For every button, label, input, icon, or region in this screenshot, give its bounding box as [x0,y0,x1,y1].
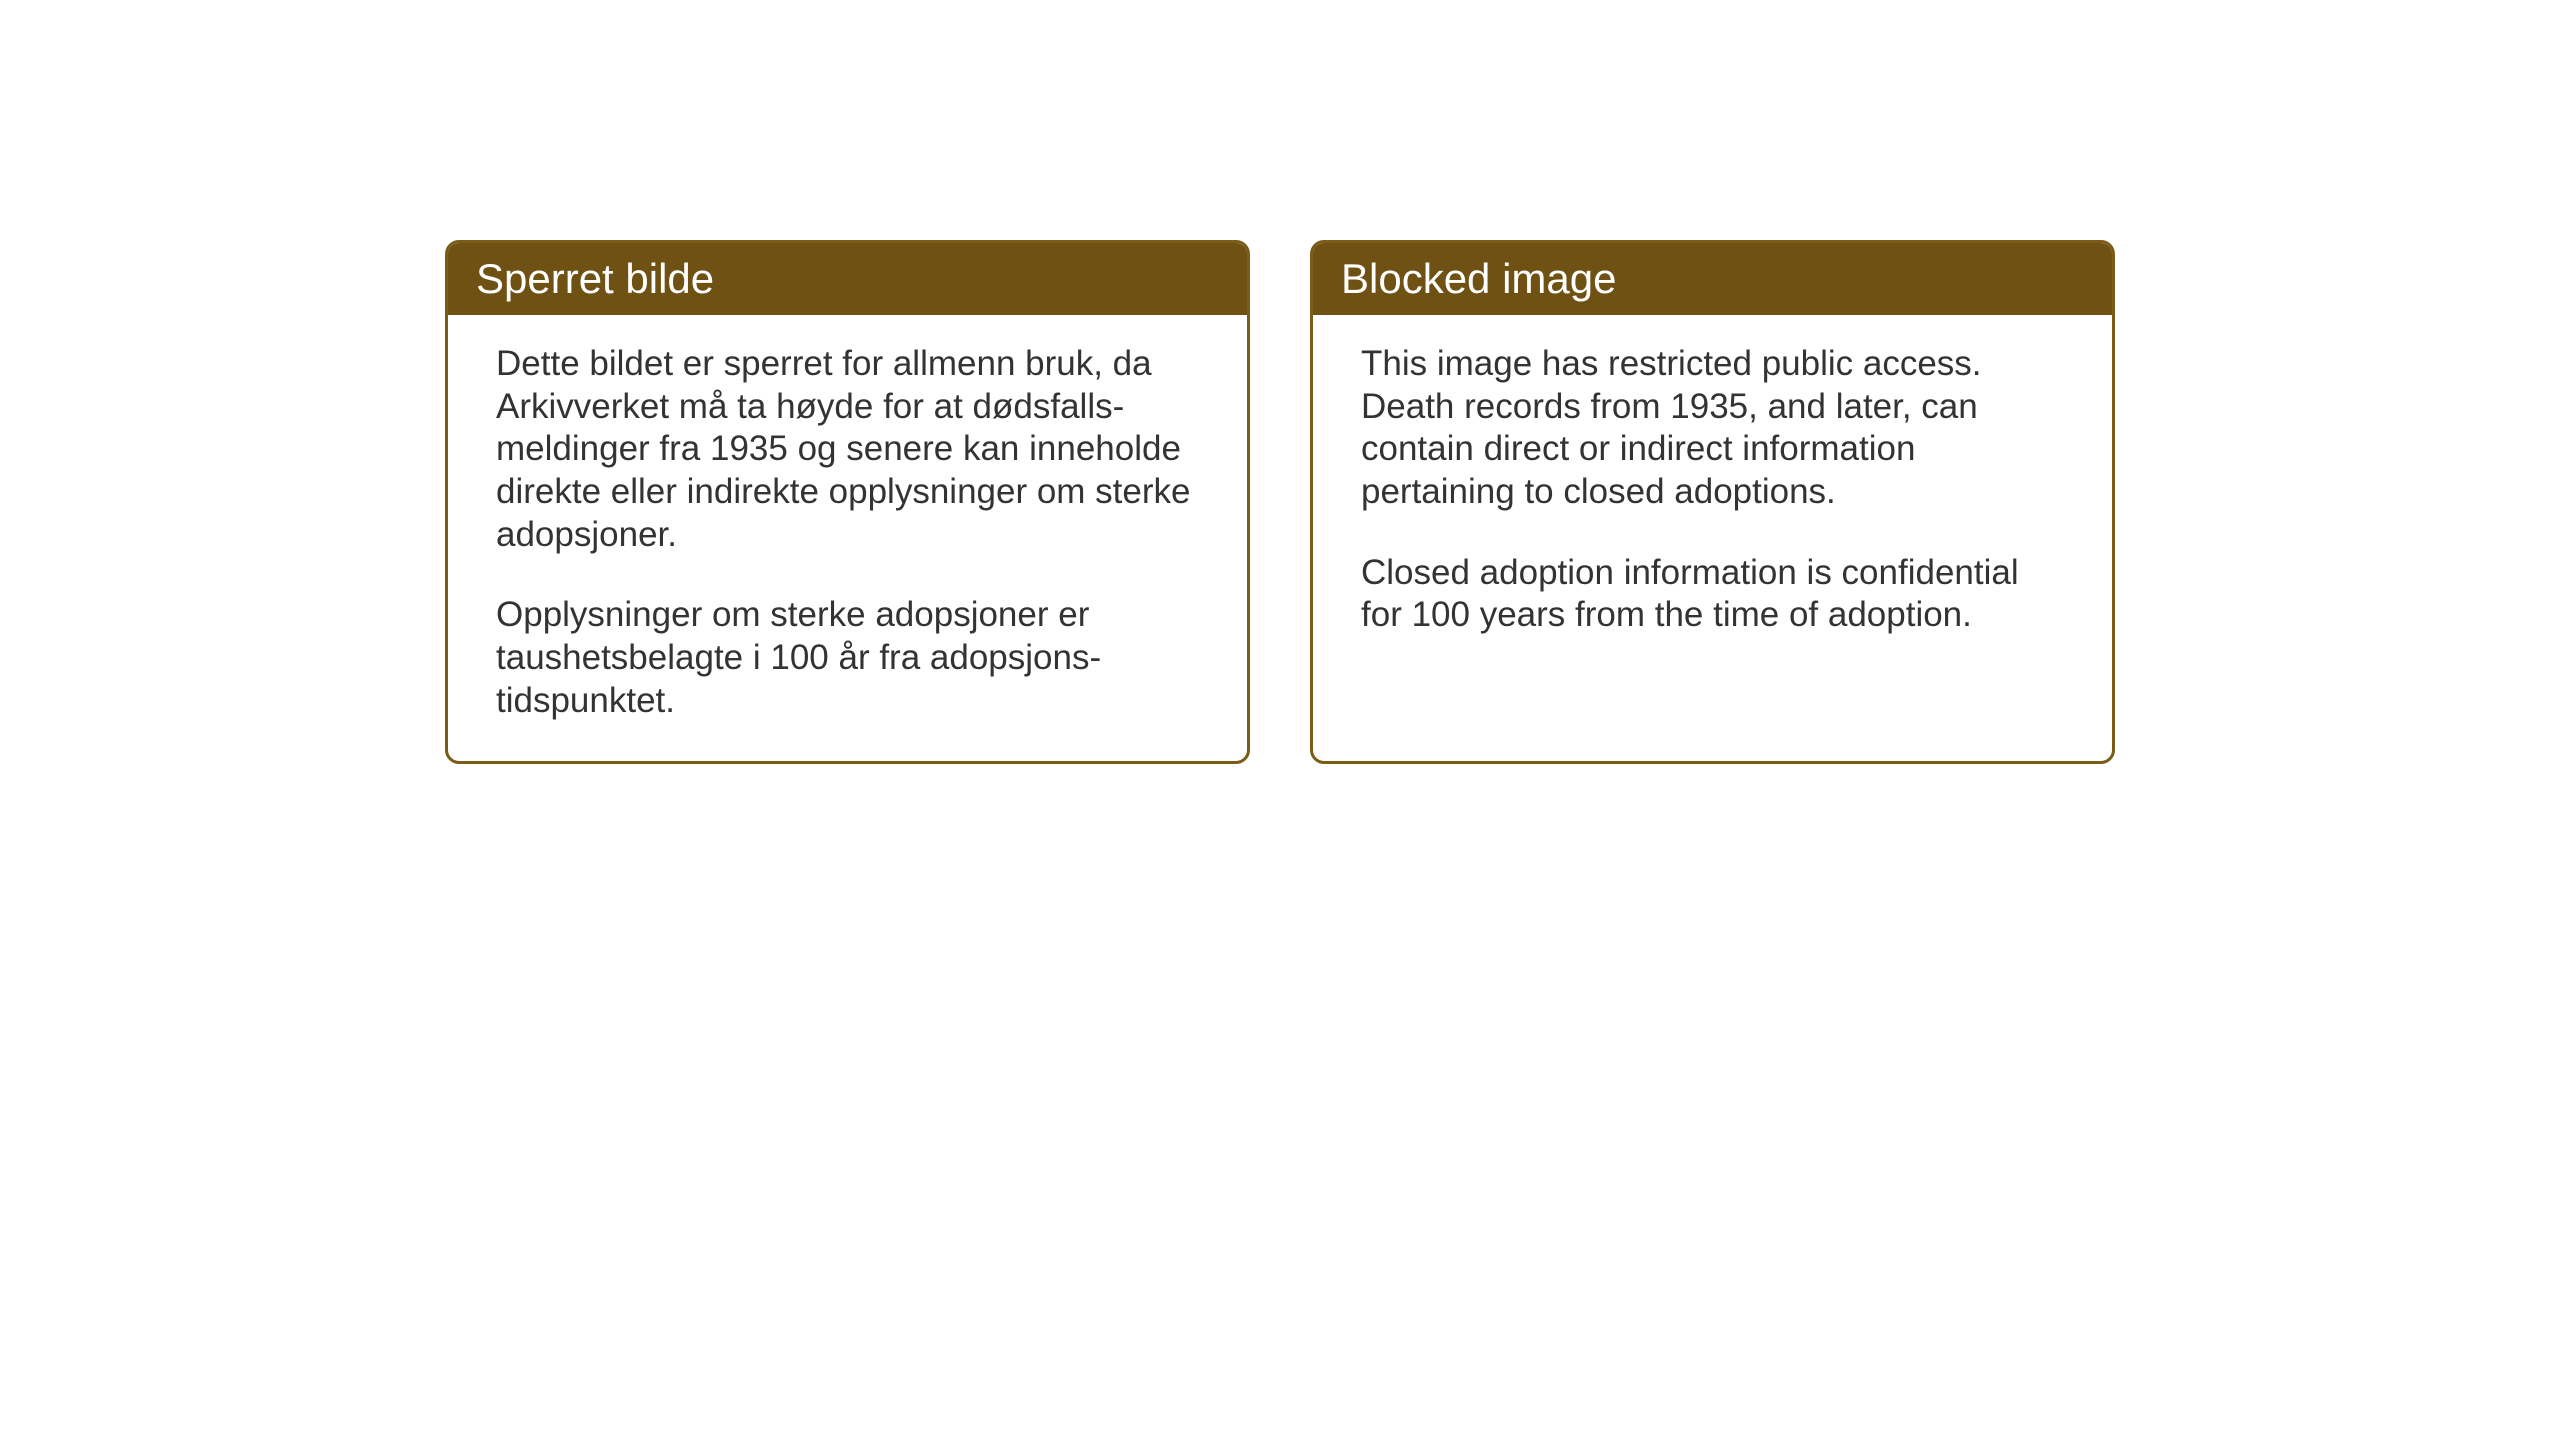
notice-box-english: Blocked image This image has restricted … [1310,240,2115,764]
notice-body-norwegian: Dette bildet er sperret for allmenn bruk… [448,315,1247,761]
notice-box-norwegian: Sperret bilde Dette bildet er sperret fo… [445,240,1250,764]
notice-header-english: Blocked image [1313,243,2112,315]
notice-container: Sperret bilde Dette bildet er sperret fo… [445,240,2560,764]
notice-paragraph-1-norwegian: Dette bildet er sperret for allmenn bruk… [496,343,1199,556]
notice-paragraph-2-english: Closed adoption information is confident… [1361,552,2064,637]
notice-body-english: This image has restricted public access.… [1313,315,2112,675]
notice-paragraph-2-norwegian: Opplysninger om sterke adopsjoner er tau… [496,594,1199,722]
notice-paragraph-1-english: This image has restricted public access.… [1361,343,2064,514]
notice-header-norwegian: Sperret bilde [448,243,1247,315]
